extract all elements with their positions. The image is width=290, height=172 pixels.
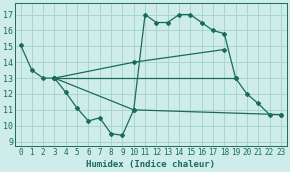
X-axis label: Humidex (Indice chaleur): Humidex (Indice chaleur) bbox=[86, 159, 215, 169]
